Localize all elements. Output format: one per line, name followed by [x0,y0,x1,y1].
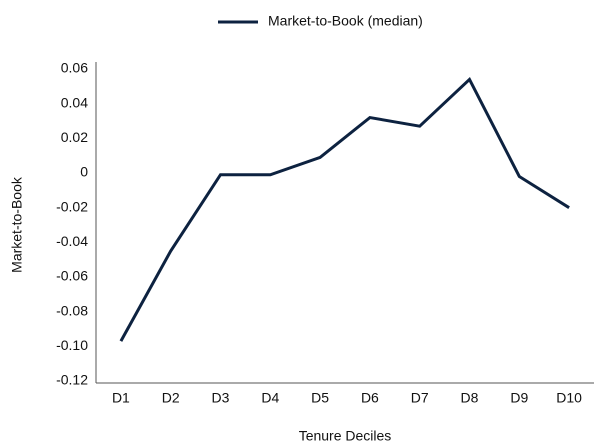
y-tick-label: -0.12 [56,372,88,388]
x-tick-label: D1 [112,390,130,406]
x-tick-label: D4 [261,390,279,406]
y-tick-label: 0.06 [61,60,88,76]
x-tick-label: D2 [162,390,180,406]
y-tick-label: 0.04 [61,94,88,110]
y-tick-label: -0.04 [56,233,88,249]
x-tick-label: D5 [311,390,329,406]
y-tick-label: -0.08 [56,302,88,318]
x-tick-label: D10 [556,390,582,406]
y-tick-label: -0.10 [56,337,88,353]
y-tick-label: -0.06 [56,268,88,284]
x-axis-label: Tenure Deciles [299,428,392,444]
line-series [119,76,570,342]
x-tick-label: D9 [510,390,528,406]
y-tick-label: -0.02 [56,198,88,214]
y-tick-label: 0 [80,164,88,180]
x-tick-label: D8 [461,390,479,406]
y-axis-label: Market-to-Book [9,176,25,273]
x-tick-label: D6 [361,390,379,406]
legend-label: Market-to-Book (median) [268,13,423,29]
x-tick-label: D3 [212,390,230,406]
x-tick-label: D7 [411,390,429,406]
y-tick-label: 0.02 [61,129,88,145]
